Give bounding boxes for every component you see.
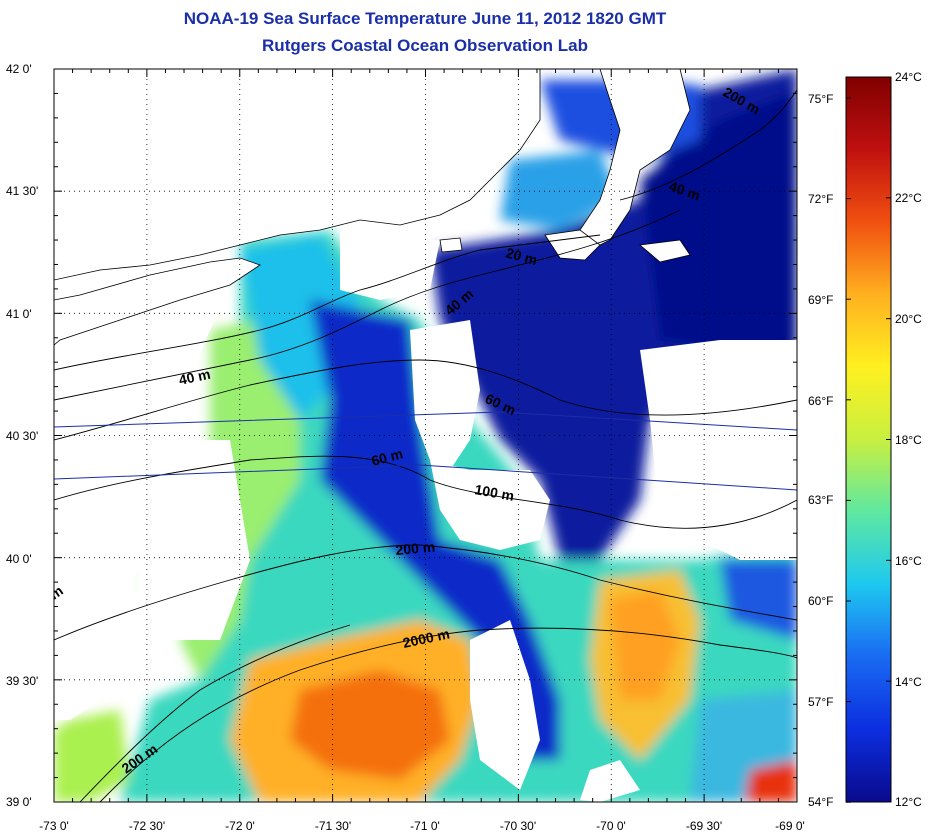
cloud-gap-6 (54, 230, 230, 720)
lon-label-72-30: -72 30' (129, 819, 165, 833)
contour-label-8: 100 m (473, 481, 515, 504)
title-line-1: NOAA-19 Sea Surface Temperature June 11,… (183, 9, 667, 28)
cbar-f-54: 54°F (808, 795, 833, 809)
cbar-c-24: 24°C (895, 70, 922, 84)
contour-2000m (99, 627, 797, 802)
land-marthas-vineyard (544, 229, 601, 261)
latitude-labels: 42 0' 41 30' 41 0' 40 30' 40 0' 39 30' 3… (6, 62, 38, 809)
sst-deepest-blue (640, 90, 797, 360)
contour-label-7: 60 m (370, 445, 405, 469)
cloud-gaps (54, 230, 797, 802)
contour-label-5: 40 m (177, 366, 212, 388)
colorbar-ticks (846, 76, 891, 803)
map-area: 200 m 40 m 20 m 40 m 40 m 60 m 60 m 100 … (47, 69, 797, 802)
cbar-c-12: 12°C (895, 795, 922, 809)
cbar-c-16: 16°C (895, 554, 922, 568)
cbar-f-57: 57°F (808, 695, 833, 709)
shipping-lanes (54, 411, 797, 491)
cbar-c-18: 18°C (895, 433, 922, 447)
lat-label-41: 41 0' (6, 307, 32, 321)
contour-label-3: 20 m (504, 244, 539, 268)
cbar-f-63: 63°F (808, 493, 833, 507)
cbar-f-60: 60°F (808, 594, 833, 608)
lon-label-71-30: -71 30' (315, 819, 351, 833)
lat-label-39: 39 0' (6, 795, 32, 809)
lat-label-42: 42 0' (6, 62, 32, 76)
cloud-gap-8 (580, 760, 640, 802)
contour-100m (54, 455, 797, 529)
contour-40m (54, 209, 681, 401)
lat-label-39-30: 39 30' (6, 674, 38, 688)
cbar-c-20: 20°C (895, 312, 922, 326)
lon-label-70-30: -70 30' (500, 819, 536, 833)
sst-buzzards-cyan (500, 150, 620, 230)
cbar-f-72: 72°F (808, 192, 833, 206)
contour-label-12: m (47, 582, 66, 602)
cloud-gap-2 (430, 460, 550, 550)
cloud-gap-4 (640, 340, 797, 560)
cbar-c-14: 14°C (895, 675, 922, 689)
cbar-f-69: 69°F (808, 293, 833, 307)
colorbar-fahrenheit-labels: 75°F 72°F 69°F 66°F 63°F 60°F 57°F 54°F (808, 92, 833, 809)
sst-se-red (745, 760, 797, 802)
lat-label-40: 40 0' (6, 552, 32, 566)
colorbar-celsius-labels: 24°C 22°C 20°C 18°C 16°C 14°C 12°C (895, 70, 922, 809)
lon-label-73: -73 0' (39, 819, 69, 833)
sst-hot-core (290, 670, 450, 780)
lat-label-40-30: 40 30' (6, 429, 38, 443)
land-long-island (54, 257, 261, 346)
cbar-f-75: 75°F (808, 92, 833, 106)
sst-se-blue (720, 560, 797, 640)
lon-label-69-30: -69 30' (686, 819, 722, 833)
bathymetry-contours (54, 89, 797, 802)
sst-sw-green (54, 710, 130, 802)
cloud-gap-7 (340, 230, 440, 300)
cloud-gap-1 (410, 320, 480, 470)
cbar-c-22: 22°C (895, 191, 922, 205)
lat-label-41-30: 41 30' (6, 184, 38, 198)
axis-ticks (53, 68, 798, 803)
lon-label-69: -69 0' (775, 819, 805, 833)
lon-label-72: -72 0' (225, 819, 255, 833)
contour-label-9: 200 m (395, 539, 436, 558)
cbar-f-66: 66°F (808, 394, 833, 408)
colorbar-ramp (845, 76, 892, 803)
title-line-2: Rutgers Coastal Ocean Observation Lab (262, 36, 588, 55)
land-mainland (54, 69, 541, 281)
land-masses (54, 69, 691, 346)
lane-1 (54, 411, 797, 431)
contour-60m (54, 359, 797, 441)
lane-2 (54, 464, 797, 491)
sst-warm-east-core (610, 590, 680, 700)
colorbar: 24°C 22°C 20°C 18°C 16°C 14°C 12°C 75°F … (808, 70, 922, 809)
land-nantucket (639, 239, 691, 263)
contour-200m (54, 544, 797, 641)
lon-label-70: -70 0' (596, 819, 626, 833)
contour-20m (54, 234, 601, 371)
grid-lines (54, 69, 797, 802)
contour-200m-ne (619, 89, 797, 201)
cloud-gap-3 (470, 620, 540, 790)
contour-200m-sw (79, 624, 351, 802)
longitude-labels: -73 0' -72 30' -72 0' -71 30' -71 0' -70… (39, 819, 805, 833)
lon-label-71: -71 0' (410, 819, 440, 833)
land-block-island (439, 237, 463, 253)
cloud-gap-5 (150, 440, 250, 640)
